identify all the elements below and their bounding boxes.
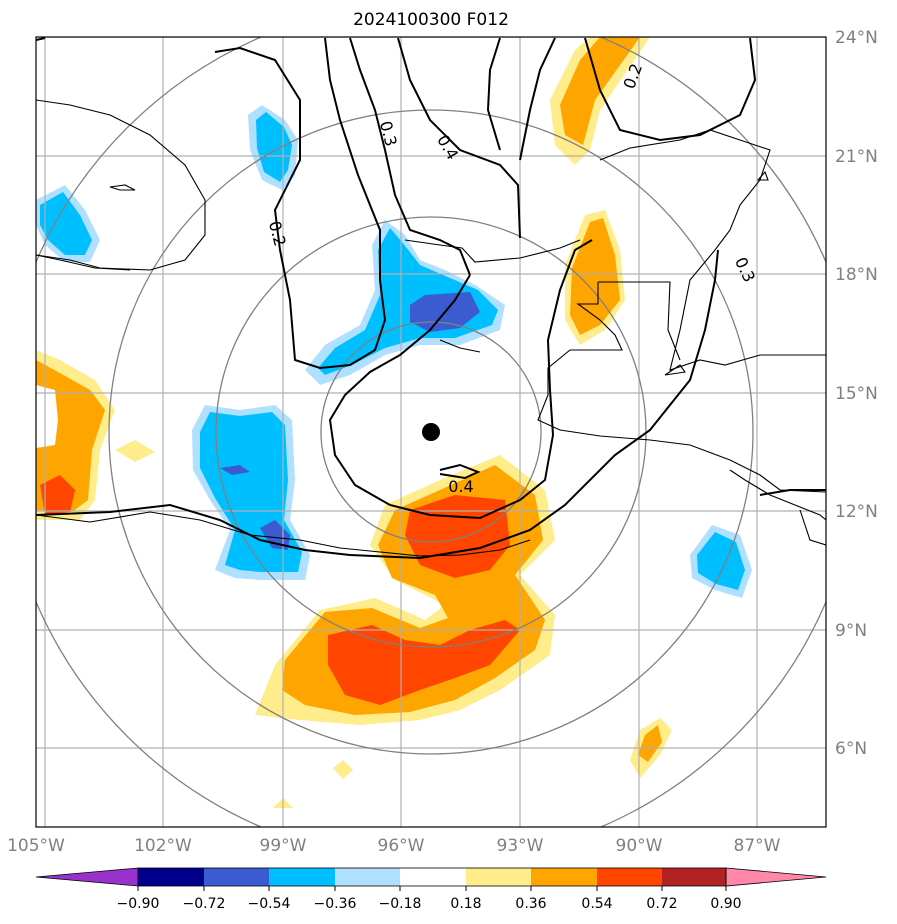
lon-tick-label: 93°W <box>497 836 544 856</box>
positive-anomaly-east-core <box>570 218 620 335</box>
lon-tick-label: 105°W <box>7 836 65 856</box>
positive-spot-a <box>115 440 155 462</box>
lat-tick-labels: 24°N 21°N 18°N 15°N 12°N 9°N 6°N <box>835 28 878 759</box>
strong-positive-anomaly-west <box>40 475 75 515</box>
colorbar-tick-label: −0.18 <box>379 896 422 912</box>
colorbar-swatch <box>204 868 269 886</box>
contour-label-04-north: 0.4 <box>433 131 462 163</box>
colorbar-swatch <box>466 868 531 886</box>
lat-tick-label: 18°N <box>835 265 878 285</box>
contour-label-02-west: 0.2 <box>265 219 290 249</box>
contour-lines <box>36 37 826 560</box>
colorbar-swatch <box>531 868 597 886</box>
colorbar: −0.90 −0.72 −0.54 −0.36 −0.18 0.18 0.36 … <box>35 867 827 912</box>
shaded-fields <box>36 37 752 808</box>
strong-negative-anomaly-a <box>220 465 250 475</box>
colorbar-swatch <box>138 868 204 886</box>
negative-anomaly-east-core <box>697 532 745 590</box>
colorbar-swatch <box>335 868 400 886</box>
colorbar-tick-label: −0.54 <box>248 896 291 912</box>
lon-tick-label: 90°W <box>616 836 663 856</box>
colorbar-swatch <box>269 868 335 886</box>
positive-spot-b-core <box>638 725 662 762</box>
contour-label-04-center: 0.4 <box>448 477 473 496</box>
positive-spot-c <box>333 760 353 779</box>
contour-label-group: 0.2 0.3 0.4 0.2 0.3 0.4 <box>265 61 759 496</box>
colorbar-swatch <box>662 868 726 886</box>
contour-label-03-east: 0.3 <box>731 254 759 285</box>
negative-anomaly-far-west-core <box>40 192 92 255</box>
colorbar-tick-label: 0.36 <box>515 896 546 912</box>
colorbar-tick-label: 0.90 <box>710 896 741 912</box>
colorbar-swatch <box>400 868 466 886</box>
lat-tick-label: 12°N <box>835 502 878 522</box>
colorbar-tick-label: 0.54 <box>581 896 612 912</box>
lon-tick-label: 102°W <box>134 836 192 856</box>
colorbar-swatch <box>597 868 662 886</box>
map-frame <box>35 36 827 828</box>
contour-label-03-north: 0.3 <box>376 119 401 149</box>
lat-tick-label: 9°N <box>835 621 867 641</box>
colorbar-tick-label: 0.72 <box>646 896 677 912</box>
lon-tick-labels: 105°W 102°W 99°W 96°W 93°W 90°W 87°W <box>7 836 781 856</box>
lat-tick-label: 15°N <box>835 384 878 404</box>
lat-tick-label: 24°N <box>835 28 878 48</box>
colorbar-tick-label: 0.18 <box>450 896 481 912</box>
colorbar-outline <box>137 867 727 887</box>
negative-anomaly-north-center-core <box>318 228 498 375</box>
gridlines <box>36 37 826 827</box>
lat-tick-label: 21°N <box>835 147 878 167</box>
colorbar-extend-high <box>725 867 827 887</box>
storm-center-marker <box>422 423 440 441</box>
map-title: 2024100300 F012 <box>353 10 509 30</box>
lon-tick-label: 99°W <box>260 836 307 856</box>
lat-tick-label: 6°N <box>835 739 867 759</box>
colorbar-tick-label: −0.36 <box>314 896 357 912</box>
lon-tick-label: 96°W <box>378 836 425 856</box>
colorbar-tick-label: −0.90 <box>117 896 160 912</box>
colorbar-extend-low <box>35 867 139 887</box>
zero-patch-west <box>36 385 58 448</box>
strong-positive-anomaly-south <box>328 620 520 705</box>
lon-tick-label: 87°W <box>734 836 781 856</box>
colorbar-tick-label: −0.72 <box>183 896 226 912</box>
